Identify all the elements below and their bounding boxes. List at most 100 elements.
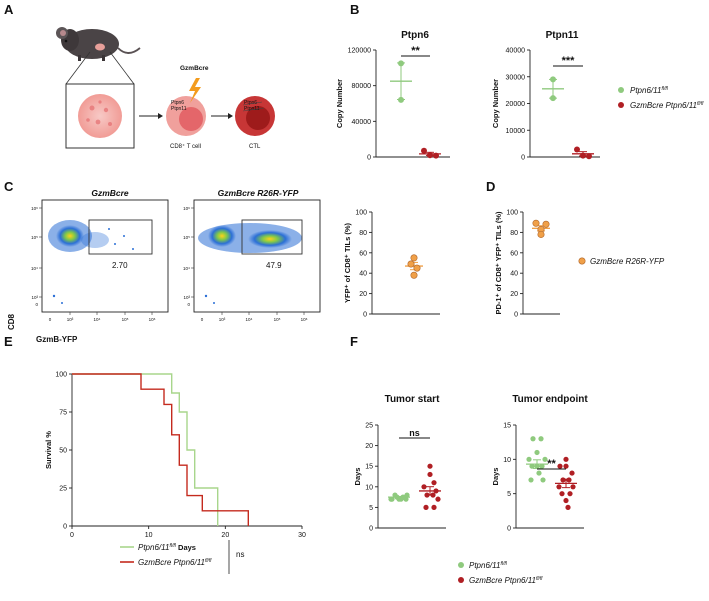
data-point — [529, 463, 535, 469]
flow-right-title: GzmBcre R26R-YFP — [218, 188, 299, 198]
panel-a-schematic: Ptpn6 Ptpn11 CD8⁺ T cell GzmBcre Ptpn6 P… — [56, 27, 275, 150]
y-tick-label: 0 — [367, 155, 371, 162]
data-point — [563, 456, 569, 462]
data-point — [394, 494, 400, 500]
data-point — [566, 477, 572, 483]
flow-x-zero-label: 0 — [49, 317, 52, 322]
y-tick-label: 40 — [510, 271, 518, 278]
y-tick-label: 0 — [363, 312, 367, 319]
survival-chart: 0 25 50 75 100 0 10 20 30 Survival % Days — [44, 372, 306, 553]
y-tick-label: 20000 — [506, 101, 526, 108]
data-point — [530, 436, 536, 442]
data-point — [431, 504, 437, 510]
data-point — [542, 456, 548, 462]
data-point — [550, 95, 556, 102]
legend-f-ko-dot — [458, 577, 464, 583]
legend-ko-label: GzmBcre Ptpn6/11fl/fl — [630, 101, 704, 110]
flow-x-tick-label: 10⁴ — [94, 317, 101, 322]
y-tick-label: 0 — [521, 155, 525, 162]
y-tick-label: 80 — [510, 230, 518, 237]
survival-ns-label: ns — [236, 550, 244, 559]
y-tick-label: 5 — [369, 505, 373, 512]
y-tick-label: 0 — [369, 526, 373, 533]
data-point — [534, 463, 540, 469]
y-tick-label: 15 — [503, 423, 511, 430]
data-point — [538, 436, 544, 442]
flow-x-tick-label: 10³ — [67, 317, 74, 322]
y-tick-label: 100 — [55, 372, 67, 379]
legend-yfp-label: GzmBcre R26R-YFP — [590, 257, 665, 266]
flow-x-tick-label: 10³ — [219, 317, 226, 322]
significance-label: ** — [411, 45, 420, 57]
flow-y-zero-label: 0 — [35, 302, 38, 307]
tumor-endpoint-chart: 0 5 10 15 Days ** — [491, 423, 584, 533]
data-point — [586, 153, 592, 160]
data-point — [427, 463, 433, 469]
panel-label-c: C — [4, 179, 14, 194]
data-point — [560, 477, 566, 483]
data-point — [410, 271, 418, 279]
y-tick-label: 10000 — [506, 128, 526, 135]
data-point — [563, 497, 569, 504]
data-point — [542, 220, 550, 228]
panel-label-b: B — [350, 2, 359, 17]
x-tick-label: 30 — [298, 532, 306, 539]
y-tick-label: 15 — [365, 464, 373, 471]
flow-y-tick-label: 10⁶ — [183, 206, 190, 211]
mouse-icon — [56, 27, 141, 61]
tumor-start-title: Tumor start — [385, 394, 440, 405]
tumor-start-chart: 0 5 10 15 20 25 Days ns — [353, 423, 446, 533]
cell-gene2: Ptpn11 — [171, 106, 187, 112]
data-point — [550, 76, 556, 83]
data-point — [421, 147, 427, 154]
flow-x-axis-label: GzmB-YFP — [36, 335, 78, 344]
data-point — [532, 219, 540, 227]
data-point — [557, 463, 563, 469]
survival-legend: Ptpn6/11fl/fl GzmBcre Ptpn6/11fl/fl ns — [120, 540, 244, 574]
data-point — [398, 96, 404, 103]
significance-label: ns — [409, 428, 420, 438]
data-point — [569, 470, 575, 476]
y-tick-label: 100 — [506, 210, 518, 217]
y-tick-label: 0 — [514, 312, 518, 319]
y-tick-label: 75 — [59, 410, 67, 417]
data-point — [424, 492, 430, 498]
flow-x-tick-label: 10⁶ — [149, 317, 156, 322]
cell-gene1: Ptpn6 — [171, 100, 184, 106]
data-point — [430, 492, 436, 498]
data-point — [559, 491, 565, 497]
legend-f-ko-label: GzmBcre Ptpn6/11fl/fl — [469, 576, 543, 585]
y-axis-label: Days — [491, 468, 500, 486]
data-point — [398, 496, 404, 502]
data-point — [423, 504, 429, 510]
data-point — [565, 504, 571, 510]
y-tick-label: 80 — [359, 230, 367, 237]
flow-left-title: GzmBcre — [91, 188, 129, 198]
significance-label: ** — [547, 458, 556, 470]
data-point — [433, 152, 439, 159]
ptpn6-chart: 0 40000 80000 120000 Copy Number ** — [335, 45, 450, 162]
y-tick-label: 25 — [365, 423, 373, 430]
ctl-label: CTL — [249, 144, 261, 150]
legend-f-wt-dot — [458, 562, 464, 568]
flow-right-gate — [241, 219, 303, 255]
flow-y-tick-label: 10³ — [183, 295, 190, 300]
y-tick-label: 20 — [510, 291, 518, 298]
y-axis-label: Survival % — [44, 431, 53, 469]
y-axis-label: Copy Number — [491, 79, 500, 128]
flow-left-gate-value: 2.70 — [112, 261, 128, 270]
data-point — [398, 60, 404, 67]
flow-y-axis-label: CD8 — [7, 313, 16, 330]
y-axis-label: PD-1⁺ of CD8⁺ YFP⁺ TILs (%) — [494, 211, 503, 314]
flow-y-tick-label: 10³ — [31, 295, 38, 300]
y-tick-label: 120000 — [348, 48, 371, 55]
survival-curve — [72, 373, 250, 526]
tumor-endpoint-title: Tumor endpoint — [512, 394, 588, 405]
data-point — [404, 492, 410, 498]
legend-yfp-dot — [578, 257, 586, 265]
legend-surv-ko-label: GzmBcre Ptpn6/11fl/fl — [138, 558, 212, 567]
data-point — [570, 484, 576, 490]
data-point — [540, 477, 546, 483]
